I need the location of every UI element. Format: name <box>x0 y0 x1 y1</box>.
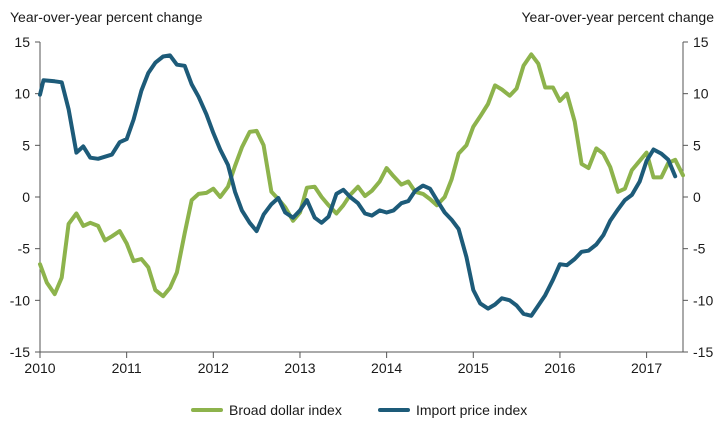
left-y-tick-label: -5 <box>18 241 31 257</box>
left-y-tick-label: 0 <box>22 189 30 205</box>
left-y-axis-title: Year-over-year percent change <box>10 9 203 25</box>
series-line-import-price-index <box>38 53 678 318</box>
left-y-tick-label: 10 <box>14 86 30 102</box>
right-y-tick-label: -15 <box>693 344 713 360</box>
left-y-tick-label: -10 <box>10 292 30 308</box>
right-y-tick-label: 10 <box>693 86 709 102</box>
legend: Broad dollar index Import price index <box>191 402 527 418</box>
right-y-tick-label: -5 <box>693 241 706 257</box>
legend-label: Broad dollar index <box>229 402 342 418</box>
series-group <box>38 52 685 318</box>
x-tick-label: 2011 <box>112 360 142 376</box>
left-y-tick-label: 15 <box>14 34 30 50</box>
right-y-tick-label: 5 <box>693 137 701 153</box>
x-tick-label: 2014 <box>371 360 402 376</box>
x-tick-label: 2013 <box>284 360 315 376</box>
x-tick-label: 2010 <box>24 360 55 376</box>
x-tick-label: 2012 <box>198 360 229 376</box>
series-line-broad-dollar-index <box>38 52 685 299</box>
left-y-tick-label: -15 <box>10 344 30 360</box>
x-tick-label: 2015 <box>458 360 489 376</box>
left-y-tick-label: 5 <box>22 137 30 153</box>
legend-label: Import price index <box>416 402 527 418</box>
right-y-tick-label: 15 <box>693 34 709 50</box>
right-y-tick-label: 0 <box>693 189 701 205</box>
right-y-axis-title: Year-over-year percent change <box>522 9 715 25</box>
x-tick-label: 2017 <box>631 360 662 376</box>
x-tick-label: 2016 <box>544 360 575 376</box>
right-y-tick-label: -10 <box>693 292 713 308</box>
